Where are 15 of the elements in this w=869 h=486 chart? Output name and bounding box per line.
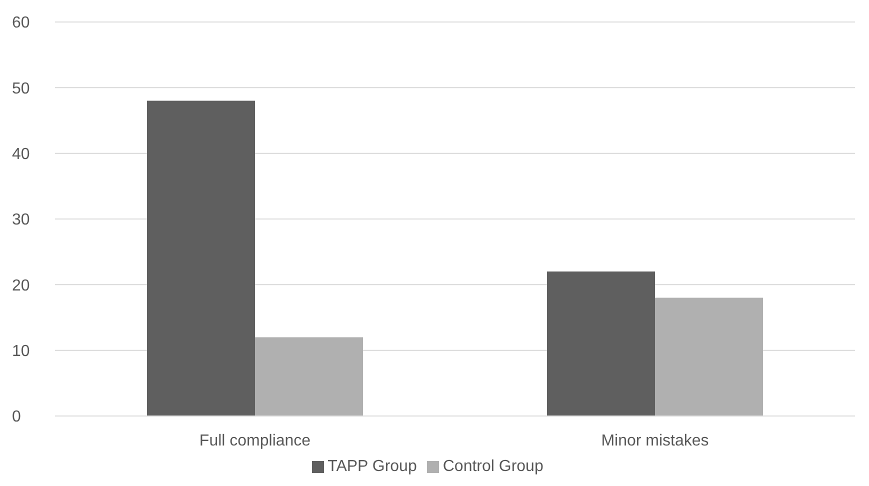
bar bbox=[655, 298, 763, 416]
y-tick-label: 20 bbox=[12, 277, 30, 294]
x-tick-label: Full compliance bbox=[199, 432, 311, 450]
y-tick-label: 30 bbox=[12, 212, 30, 229]
bar bbox=[147, 100, 255, 416]
legend-label: Control Group bbox=[442, 458, 544, 475]
legend-label: TAPP Group bbox=[328, 458, 417, 475]
y-tick-label: 10 bbox=[12, 343, 30, 360]
bar bbox=[547, 272, 655, 416]
y-tick-label: 0 bbox=[12, 408, 21, 426]
y-tick-label: 40 bbox=[12, 146, 30, 164]
bar bbox=[255, 337, 363, 416]
y-tick-label: 50 bbox=[12, 80, 30, 98]
x-tick-label: Minor mistakes bbox=[601, 432, 709, 450]
y-tick-label: 60 bbox=[12, 14, 30, 32]
